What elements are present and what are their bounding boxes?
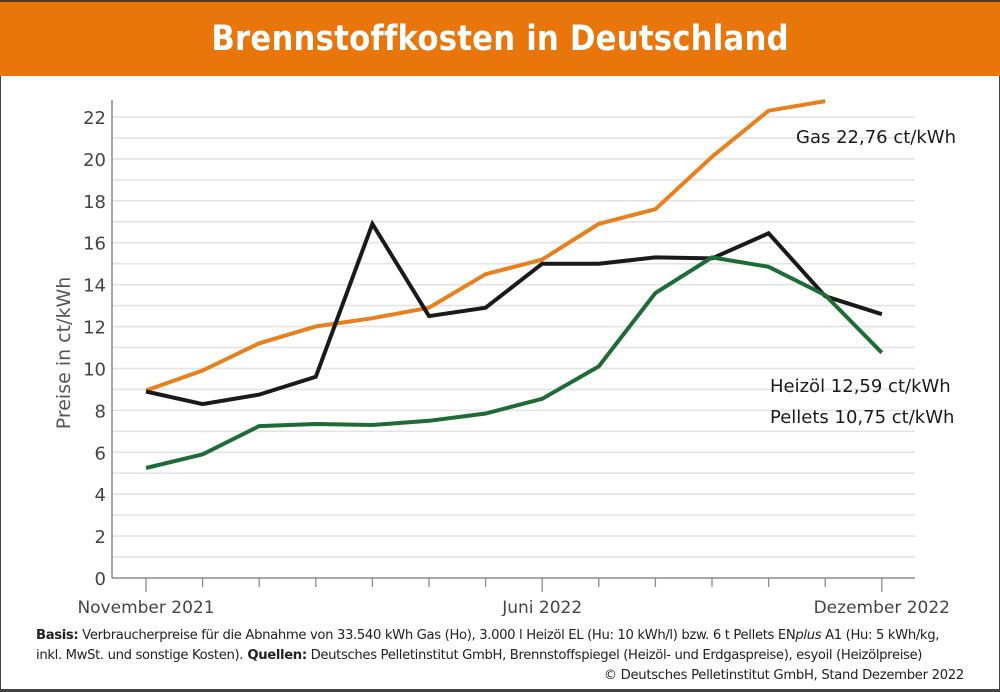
- basis-label: Basis:: [36, 628, 79, 643]
- chart-title: Brennstoffkosten in Deutschland: [211, 19, 789, 59]
- basis-plus: plus: [795, 628, 822, 643]
- y-tick-label: 16: [83, 234, 106, 255]
- axes: 0 2 4 6 8 10 12 14 16 18 20 22 November 2021 Juni 202…: [77, 100, 950, 616]
- sources-line: inkl. MwSt. und sonstige Kosten). Quelle…: [36, 646, 964, 666]
- line-chart: 0 2 4 6 8 10 12 14 16 18 20 22 November 2021 Juni 202…: [53, 99, 956, 616]
- y-tick-label: 2: [95, 527, 106, 548]
- basis-text-2: A1 (Hu: 5 kWh/kg,: [821, 628, 940, 643]
- basis-text-3: inkl. MwSt. und sonstige Kosten).: [36, 648, 244, 663]
- series-line-heizl: [145, 219, 883, 407]
- heizoel-annotation: Heizöl 12,59 ct/kWh: [770, 376, 951, 397]
- sources-text: Deutsches Pelletinstitut GmbH, Brennstof…: [306, 648, 923, 663]
- series-line-pellets: [145, 255, 884, 470]
- footer-notes: Basis: Verbraucherpreise für die Abnahme…: [36, 626, 964, 686]
- sources-label: Quellen:: [243, 648, 307, 663]
- annotations: Preise in ct/kWh Gas 22,76 ct/kWh Heizöl…: [53, 127, 956, 429]
- y-tick-label: 0: [95, 569, 106, 590]
- basis-line: Basis: Verbraucherpreise für die Abnahme…: [36, 626, 964, 646]
- series-line-gas: [145, 99, 826, 393]
- pellets-annotation: Pellets 10,75 ct/kWh: [770, 407, 954, 428]
- x-tick-label: Dezember 2022: [814, 598, 950, 616]
- y-tick-label: 20: [83, 150, 106, 171]
- basis-text: Verbraucherpreise für die Abnahme von 33…: [78, 628, 796, 643]
- x-tick-label: November 2021: [77, 598, 214, 616]
- y-tick-label: 10: [83, 359, 106, 380]
- y-tick-label: 12: [83, 318, 106, 339]
- y-axis-label: Preise in ct/kWh: [53, 277, 75, 430]
- gas-annotation: Gas 22,76 ct/kWh: [796, 127, 956, 148]
- grid-lines: [112, 116, 915, 558]
- copyright: © Deutsches Pelletinstitut GmbH, Stand D…: [603, 668, 964, 683]
- y-tick-label: 22: [83, 108, 106, 129]
- y-tick-label: 14: [83, 276, 106, 297]
- series-lines: [145, 99, 884, 470]
- y-tick-label: 18: [83, 192, 106, 213]
- x-tick-label: Juni 2022: [501, 598, 582, 616]
- y-tick-label: 4: [95, 485, 106, 506]
- y-tick-label: 6: [95, 443, 106, 464]
- y-tick-label: 8: [95, 401, 106, 422]
- title-bar: Brennstoffkosten in Deutschland: [0, 0, 1000, 76]
